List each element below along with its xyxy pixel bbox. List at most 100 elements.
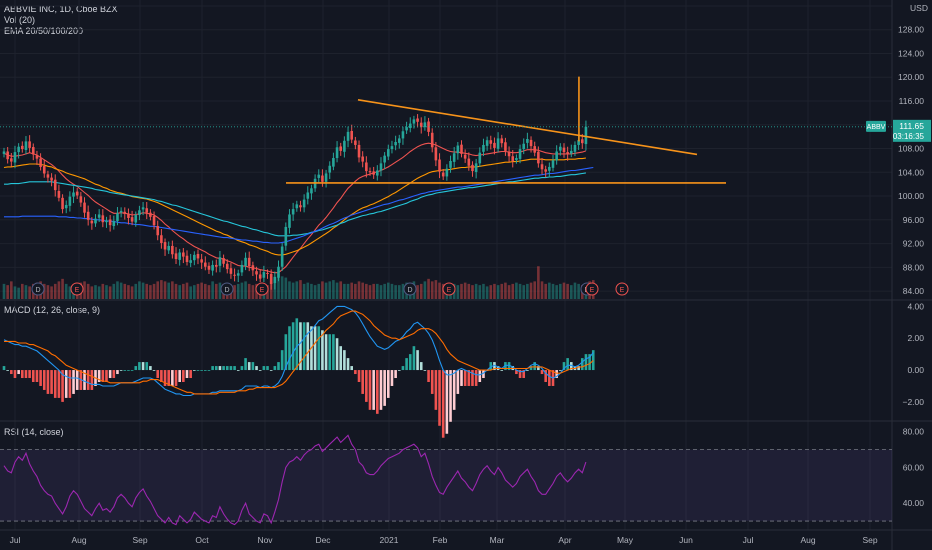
volume-bar [522, 285, 526, 299]
macd-histogram-bar [225, 366, 229, 371]
candle-body [28, 141, 31, 148]
volume-bar [284, 277, 288, 299]
candle-body [225, 263, 229, 270]
macd-histogram-bar [580, 358, 584, 371]
macd-histogram-bar [544, 370, 547, 382]
volume-bar [244, 281, 247, 299]
macd-histogram-bar [273, 366, 277, 371]
macd-histogram-bar [332, 334, 335, 371]
rsi-line [3, 434, 587, 526]
volume-bar [21, 283, 24, 299]
rsi-tick-label: 60.00 [903, 462, 925, 472]
candle-body [430, 132, 434, 148]
macd-histogram-bar [328, 334, 332, 371]
earnings-letter: E [75, 287, 80, 294]
candle-body [555, 151, 558, 161]
macd-histogram-bar [299, 322, 302, 371]
candle-body [24, 141, 28, 150]
candle-body [365, 162, 368, 172]
volume-bar [251, 285, 255, 299]
candle-body [357, 144, 361, 158]
volume-bar [339, 281, 343, 299]
volume-bar [515, 282, 518, 299]
volume-bar [306, 282, 310, 299]
rsi-tick-label: 80.00 [903, 427, 925, 437]
macd-histogram-bar [354, 370, 357, 375]
candle-body [258, 274, 262, 279]
candle-body [397, 138, 401, 143]
earnings-marker [255, 282, 269, 296]
candle-body [335, 147, 339, 159]
candle-body [6, 151, 9, 160]
candle-body [160, 235, 163, 243]
candle-body [416, 118, 419, 122]
candle-body [324, 173, 328, 182]
macd-histogram-bar [313, 326, 317, 371]
signal-line [4, 310, 594, 395]
macd-histogram-bar [456, 370, 460, 394]
macd-histogram-bar [10, 370, 13, 375]
volume-bar [551, 283, 555, 299]
candle-body [291, 209, 295, 215]
macd-histogram-bar [570, 362, 573, 371]
candle-body [163, 242, 167, 250]
candle-body [368, 171, 372, 173]
volume-bar [456, 285, 460, 299]
candle-body [134, 215, 138, 223]
price-badge-countdown: 03:16:35 [893, 132, 925, 141]
volume-layer [2, 266, 595, 299]
candle-body [262, 272, 266, 278]
macd-histogram-bar [321, 330, 324, 371]
candle-body [467, 158, 471, 166]
rsi-layer [0, 434, 892, 526]
macd-histogram-bar [39, 370, 42, 386]
candle-body [94, 218, 97, 224]
macd-histogram-bar [193, 370, 196, 371]
volume-bar [354, 283, 357, 299]
candle-body [123, 211, 127, 214]
macd-histogram-bar [507, 362, 511, 371]
volume-bar [163, 281, 167, 299]
macd-histogram-bar [251, 362, 255, 371]
macd-histogram-bar [31, 370, 35, 382]
candle-body [537, 151, 540, 164]
price-tick-label: 88.00 [903, 262, 925, 272]
macd-histogram-bar [317, 326, 321, 371]
macd-histogram-bar [504, 362, 507, 371]
candle-body [130, 217, 134, 222]
volume-bar [17, 287, 20, 299]
candle-body [540, 164, 544, 170]
macd-histogram-bar [350, 366, 353, 371]
volume-bar [328, 281, 332, 299]
macd-histogram-bar [379, 370, 383, 410]
candle-body [39, 158, 42, 167]
candle-body [452, 153, 456, 162]
candle-body [152, 215, 156, 226]
macd-histogram-bar [101, 370, 105, 382]
ema-line-ema-50 [3, 157, 586, 256]
candle-body [156, 226, 160, 236]
macd-histogram-bar [174, 370, 178, 386]
volume-bar [167, 282, 170, 299]
volume-bar [482, 283, 485, 299]
volume-bar [193, 285, 196, 299]
candle-body [247, 257, 251, 267]
macd-histogram-bar [397, 370, 401, 371]
macd-histogram-bar [427, 370, 430, 382]
volume-bar [529, 282, 533, 299]
earnings-marker [442, 282, 456, 296]
ticker-badge [866, 120, 886, 132]
macd-histogram-bar [108, 370, 112, 379]
earnings-marker [70, 282, 84, 296]
candle-body [390, 146, 394, 150]
volume-bar [13, 286, 17, 299]
price-badge-value: 111.65 [899, 121, 924, 131]
candle-body [17, 146, 20, 153]
candle-body [200, 259, 203, 263]
candle-body [419, 122, 423, 128]
ticker-badge-text: ABBV [867, 124, 886, 131]
macd-histogram-bar [295, 318, 299, 371]
macd-histogram-bar [346, 358, 350, 371]
volume-bar [149, 285, 152, 299]
volume-bar [233, 285, 236, 299]
